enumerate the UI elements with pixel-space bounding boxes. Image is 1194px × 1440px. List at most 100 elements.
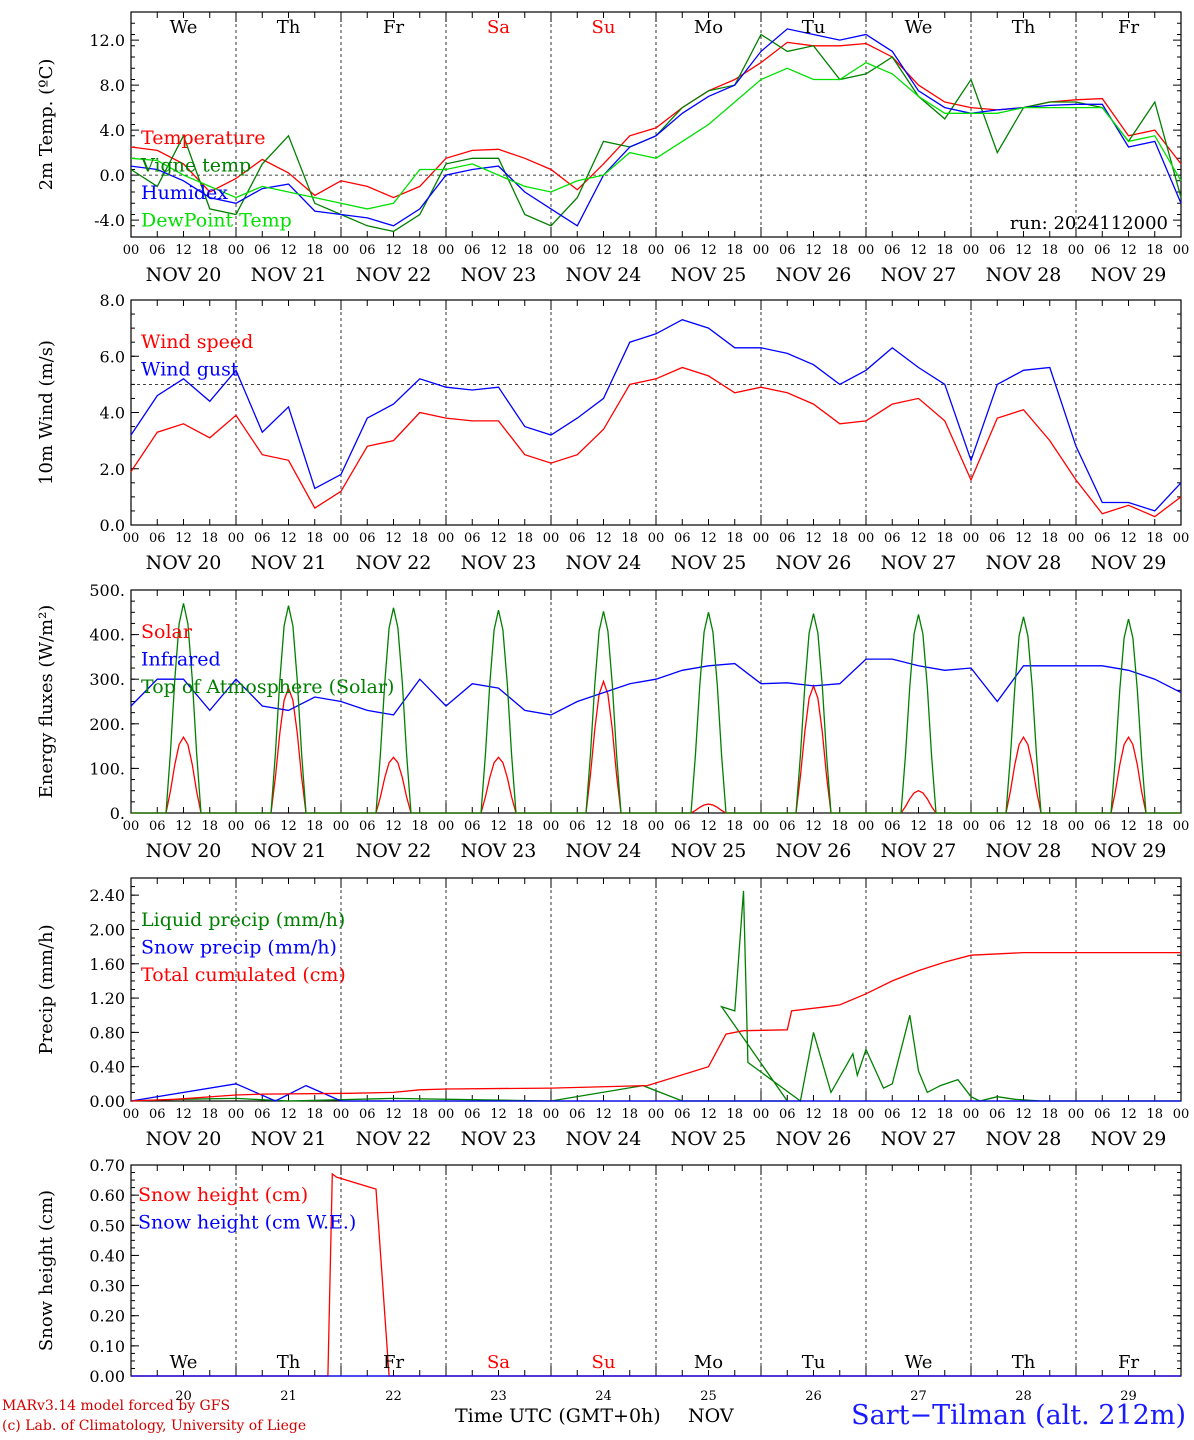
day-number-label: 27 [910,1389,927,1404]
x-tick-label: 06 [674,1107,691,1122]
x-tick-label: 06 [674,531,691,546]
day-number-label: 25 [700,1389,717,1404]
legend-entry: Snow height (cm W.E.) [138,1212,356,1234]
day-name: Mo [694,17,723,38]
day-name: Th [277,1352,301,1373]
x-tick-label: 12 [700,819,717,834]
x-tick-label: 00 [753,1107,770,1122]
y-tick-label: 1.60 [89,955,125,974]
y-tick-label: 300. [89,670,125,689]
x-tick-label: 12 [910,1107,927,1122]
legend-entry: Total cumulated (cm) [141,964,346,986]
date-label: NOV 20 [146,840,222,862]
x-tick-label: 12 [805,531,822,546]
panel-5 [130,1164,1182,1377]
x-tick-label: 12 [490,819,507,834]
x-tick-label: 00 [228,1107,245,1122]
y-tick-label: 0.30 [89,1277,125,1296]
legend-entry: DewPoint Temp [141,210,292,232]
x-tick-label: 00 [228,243,245,258]
date-label: NOV 22 [356,1128,432,1150]
series-line-dewpoint-temp [130,61,1182,210]
model-note: MARv3.14 model forced by GFS [2,1398,231,1414]
x-tick-label: 06 [149,531,166,546]
x-tick-label: 06 [149,243,166,258]
date-label: NOV 29 [1091,264,1167,286]
series-line-wind-gust [130,318,1182,512]
x-tick-label: 18 [1146,819,1163,834]
y-tick-label: 0.80 [89,1023,125,1042]
y-tick-label: 2.0 [100,460,125,479]
x-tick-label: 06 [149,1107,166,1122]
x-tick-label: 18 [1146,1107,1163,1122]
day-name: Sa [487,17,510,38]
panel-3 [130,589,1182,814]
x-tick-label: 12 [910,531,927,546]
date-label: NOV 22 [356,840,432,862]
date-label: NOV 20 [146,264,222,286]
credit-note: (c) Lab. of Climatology, University of L… [2,1418,307,1434]
x-tick-label: 18 [306,531,323,546]
x-tick-label: 12 [1015,819,1032,834]
x-tick-label: 06 [1094,243,1111,258]
x-tick-label: 12 [805,1107,822,1122]
y-tick-label: 0.0 [100,516,125,535]
x-tick-label: 18 [201,1107,218,1122]
y-axis-label: 10m Wind (m/s) [36,340,57,485]
day-name: We [170,1352,198,1373]
x-tick-label: 06 [464,1107,481,1122]
date-label: NOV 27 [881,1128,957,1150]
x-tick-label: 06 [464,243,481,258]
x-tick-label: 06 [884,531,901,546]
x-tick-label: 12 [805,243,822,258]
x-tick-label: 12 [805,819,822,834]
day-name: Tu [802,1352,826,1373]
x-tick-label: 00 [123,243,140,258]
panel-2 [130,299,1182,526]
y-tick-label: 4.0 [100,404,125,423]
panel-1 [130,11,1182,238]
x-tick-label: 12 [280,1107,297,1122]
x-tick-label: 00 [1068,243,1085,258]
day-number-label: 21 [280,1389,297,1404]
x-tick-label: 00 [228,531,245,546]
legend-entry: Vigne temp [140,155,251,177]
day-name: Su [592,1352,616,1373]
x-tick-label: 18 [831,1107,848,1122]
x-tick-label: 06 [254,531,271,546]
y-tick-label: 0.50 [89,1216,125,1235]
x-tick-label: 18 [621,819,638,834]
x-tick-label: 06 [779,243,796,258]
date-label: NOV 24 [566,1128,642,1150]
x-tick-label: 18 [1041,531,1058,546]
date-label: NOV 28 [986,840,1062,862]
date-label: NOV 23 [461,840,537,862]
x-tick-label: 12 [595,819,612,834]
x-tick-label: 18 [411,243,428,258]
date-label: NOV 27 [881,840,957,862]
date-label: NOV 25 [671,552,747,574]
day-name: Th [1012,1352,1036,1373]
x-tick-label: 00 [438,1107,455,1122]
x-tick-label: 06 [569,243,586,258]
x-tick-label: 00 [123,1107,140,1122]
date-label: NOV 21 [251,840,327,862]
y-tick-label: 0. [110,804,125,823]
y-tick-label: 0.0 [100,166,125,185]
x-tick-label: 00 [543,531,560,546]
day-name: Mo [694,1352,723,1373]
y-tick-label: 4.0 [100,121,125,140]
x-tick-label: 18 [1146,243,1163,258]
date-label: NOV 26 [776,840,852,862]
y-axis-label: 2m Temp. (ºC) [36,59,57,191]
x-tick-label: 18 [1041,1107,1058,1122]
x-tick-label: 06 [884,1107,901,1122]
x-tick-label: 18 [1146,531,1163,546]
x-tick-label: 18 [516,243,533,258]
x-tick-label: 06 [359,1107,376,1122]
x-tick-label: 06 [1094,531,1111,546]
series-line-total-cumulated-cm- [130,951,1181,1102]
x-axis-month: NOV [688,1405,734,1427]
x-tick-label: 18 [621,243,638,258]
date-label: NOV 25 [671,264,747,286]
